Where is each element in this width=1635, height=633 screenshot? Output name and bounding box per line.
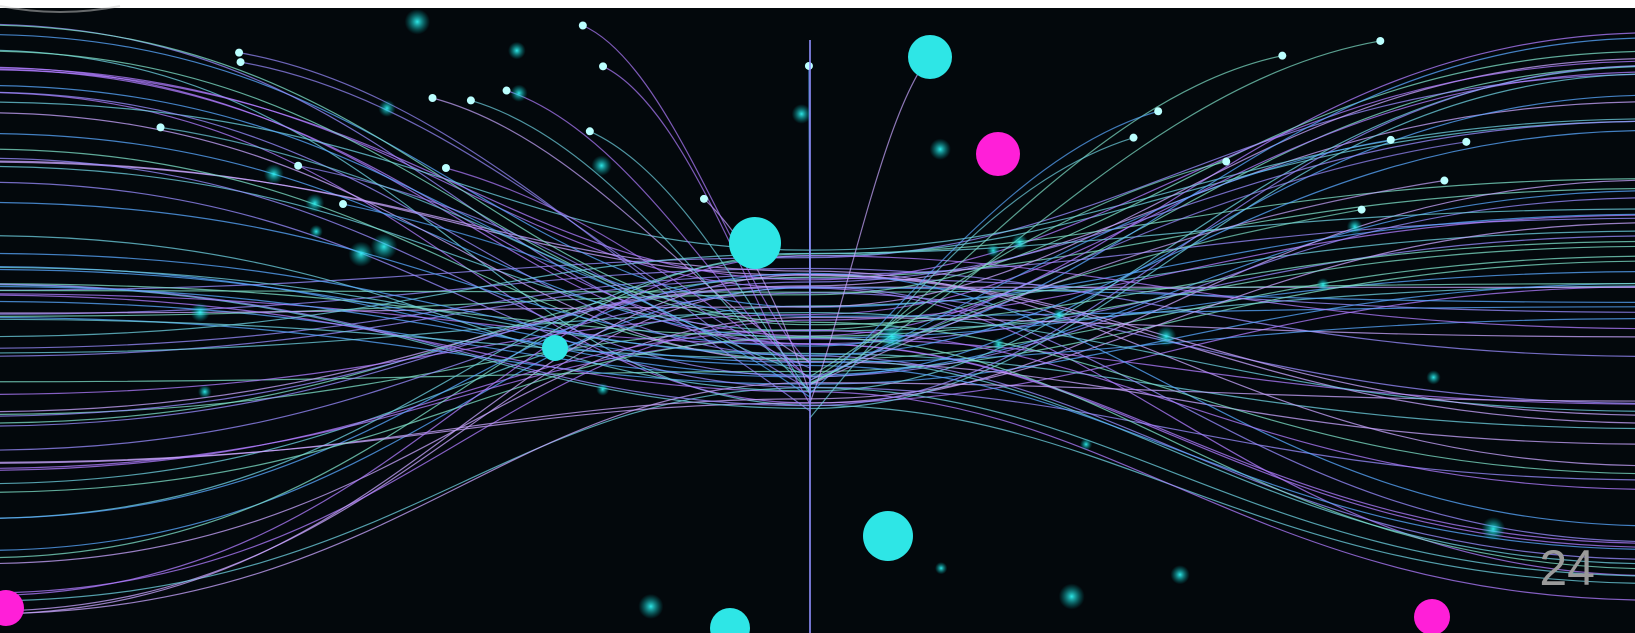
- glow-dot: [371, 233, 398, 260]
- small-dot: [1462, 138, 1470, 146]
- big-dot: [976, 132, 1020, 176]
- small-dot: [442, 164, 450, 172]
- glow-dot: [348, 242, 373, 267]
- top-strip: [0, 0, 1635, 8]
- glow-dot: [405, 9, 430, 34]
- glow-dot: [930, 139, 951, 160]
- glow-dot: [992, 338, 1005, 351]
- page-number: 24: [1539, 540, 1595, 596]
- glow-dot: [1347, 219, 1363, 235]
- small-dot: [1278, 52, 1286, 60]
- small-dot: [1387, 136, 1395, 144]
- glow-dot: [987, 244, 1000, 257]
- glow-dot: [508, 42, 526, 60]
- page: {"page_number": "24"} 24 (() => { const …: [0, 0, 1635, 633]
- big-dot: [542, 335, 568, 361]
- small-dot: [599, 62, 607, 70]
- small-dot: [805, 62, 813, 70]
- small-dot: [429, 94, 437, 102]
- glow-dot: [1426, 370, 1440, 384]
- glow-dot: [378, 100, 395, 117]
- slide: 24: [0, 0, 1635, 633]
- big-dot: [729, 217, 781, 269]
- glow-dot: [1170, 565, 1189, 584]
- glow-dot: [1011, 234, 1028, 251]
- glow-dot: [935, 562, 947, 574]
- glow-dot: [310, 225, 323, 238]
- glow-dot: [1316, 278, 1329, 291]
- small-dot: [1222, 158, 1230, 166]
- glow-dot: [510, 85, 527, 102]
- glow-dot: [792, 104, 812, 124]
- small-dot: [1130, 134, 1138, 142]
- glow-dot: [1059, 584, 1085, 610]
- small-dot: [503, 87, 511, 95]
- glow-dot: [1156, 326, 1176, 346]
- glow-dot: [198, 385, 212, 399]
- small-dot: [1440, 177, 1448, 185]
- glow-dot: [1481, 517, 1505, 541]
- small-dot: [579, 22, 587, 30]
- glow-dot: [1080, 438, 1092, 450]
- glow-dot: [638, 594, 663, 619]
- glow-dot: [1052, 308, 1065, 321]
- small-dot: [586, 127, 594, 135]
- big-dot: [908, 35, 952, 79]
- big-dot: [863, 511, 913, 561]
- small-dot: [294, 162, 302, 170]
- glow-dot: [264, 164, 284, 184]
- glow-dot: [879, 323, 906, 350]
- glow-dot: [305, 194, 324, 213]
- small-dot: [467, 96, 475, 104]
- small-dot: [700, 195, 708, 203]
- small-dot: [1154, 107, 1162, 115]
- small-dot: [1358, 206, 1366, 214]
- small-dot: [339, 200, 347, 208]
- small-dot: [237, 58, 245, 66]
- glow-dot: [591, 155, 611, 175]
- small-dot: [235, 49, 243, 57]
- glow-dot: [191, 303, 210, 322]
- glow-dot: [596, 383, 609, 396]
- small-dot: [157, 123, 165, 131]
- small-dot: [1376, 37, 1384, 45]
